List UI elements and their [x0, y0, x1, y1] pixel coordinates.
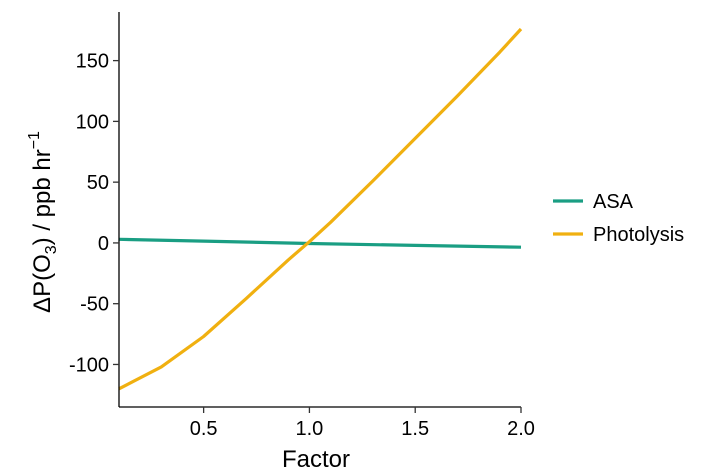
- axes: [118, 12, 521, 408]
- x-tick-label: 1.5: [401, 418, 429, 440]
- series-line-photolysis: [118, 27, 523, 391]
- legend-label-photolysis: Photolysis: [593, 224, 684, 246]
- y-tick-label: -100: [69, 354, 109, 376]
- legend-label-asa: ASA: [593, 191, 634, 213]
- y-tick-label: -50: [80, 294, 109, 316]
- x-tick-label: 2.0: [507, 418, 535, 440]
- y-tick-label: 100: [76, 111, 109, 133]
- x-axis-title: Factor: [282, 446, 350, 472]
- y-axis-title-middle: ) / ppb hr: [29, 149, 56, 245]
- plot-area: [118, 27, 523, 391]
- y-axis-title-superscript: −1: [26, 131, 43, 149]
- ticks: 0.5 1.0 1.5 2.0 -100 -50 0 50 100 150: [69, 51, 535, 440]
- legend: ASA Photolysis: [553, 191, 684, 246]
- y-tick-label: 50: [87, 172, 109, 194]
- series-line-asa: [118, 237, 522, 249]
- y-axis-title-prefix: ΔP(O: [29, 254, 56, 313]
- y-axis-title: ΔP(O3) / ppb hr−1: [26, 131, 60, 313]
- x-tick-label: 0.5: [190, 418, 218, 440]
- y-axis-title-subscript: 3: [43, 245, 60, 254]
- y-tick-label: 150: [76, 51, 109, 73]
- x-tick-label: 1.0: [296, 418, 324, 440]
- y-tick-label: 0: [98, 233, 109, 255]
